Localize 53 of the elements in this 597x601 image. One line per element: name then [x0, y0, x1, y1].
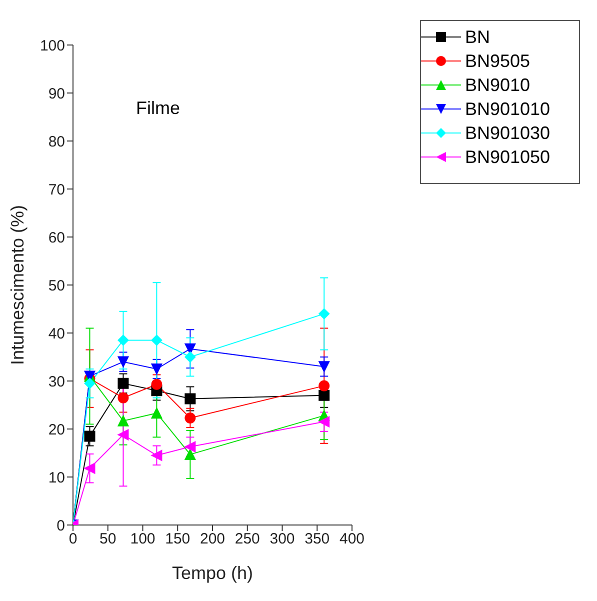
point — [318, 361, 330, 372]
point — [84, 378, 96, 389]
y-tick-label: 100 — [40, 37, 65, 54]
x-tick-label: 100 — [130, 530, 156, 548]
x-tick-label: 250 — [234, 530, 260, 548]
legend-label: BN9505 — [465, 50, 530, 72]
point — [318, 380, 330, 392]
point — [184, 441, 196, 452]
point — [118, 392, 129, 404]
x-tick-label: 300 — [270, 530, 295, 548]
annotation: Filme — [136, 98, 180, 119]
legend-label: BN901030 — [465, 122, 550, 144]
y-tick-label: 10 — [48, 469, 65, 486]
legend-label: BN — [465, 26, 490, 48]
point — [84, 462, 96, 474]
x-tick-label: 150 — [165, 530, 190, 548]
y-axis-title: Intumescimento (%) — [7, 204, 28, 366]
y-tick-label: 50 — [48, 277, 65, 294]
x-tick-label: 400 — [339, 530, 365, 548]
point — [151, 408, 162, 419]
point — [118, 334, 129, 346]
y-tick-label: 30 — [48, 373, 65, 390]
point — [118, 415, 129, 426]
point — [318, 416, 330, 428]
point — [184, 448, 196, 460]
y-tick-label: 60 — [48, 229, 65, 246]
y-tick-label: 40 — [48, 325, 65, 342]
point — [118, 378, 129, 389]
y-tick-label: 70 — [48, 181, 65, 198]
x-tick-label: 0 — [68, 530, 78, 548]
point — [184, 393, 196, 404]
legend-label: BN901050 — [465, 146, 550, 168]
point — [151, 450, 162, 461]
legend-label: BN901010 — [465, 98, 550, 120]
point — [118, 429, 129, 440]
y-tick-label: 90 — [48, 85, 65, 102]
point — [318, 390, 330, 401]
y-tick-label: 80 — [48, 133, 65, 150]
point — [151, 364, 162, 374]
point — [84, 430, 96, 442]
legend-label: BN9010 — [465, 74, 530, 96]
point — [184, 412, 196, 424]
point — [318, 308, 330, 320]
point — [151, 378, 162, 390]
x-tick-label: 200 — [200, 530, 226, 548]
x-axis-title: Tempo (h) — [172, 563, 254, 583]
point — [151, 334, 162, 346]
point — [184, 352, 196, 362]
y-tick-label: 0 — [56, 517, 65, 534]
y-tick-label: 20 — [48, 421, 65, 438]
x-tick-label: 50 — [100, 530, 116, 548]
x-tick-label: 350 — [304, 530, 330, 548]
point — [118, 356, 129, 368]
